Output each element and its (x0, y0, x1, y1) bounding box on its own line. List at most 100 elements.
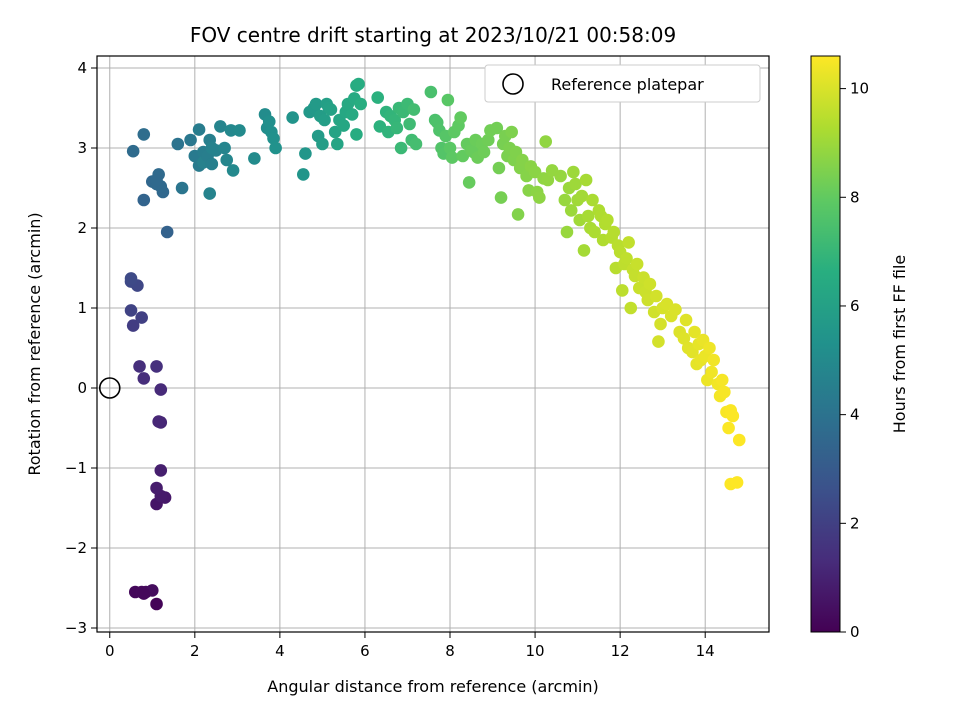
data-point (558, 193, 572, 207)
data-point (677, 332, 691, 345)
data-point (705, 365, 718, 379)
data-point (150, 173, 163, 187)
data-point (150, 360, 163, 373)
data-point (126, 319, 140, 332)
y-tick-label: 2 (77, 219, 87, 237)
data-point (337, 119, 350, 132)
data-point (248, 152, 261, 165)
data-point (620, 252, 633, 265)
data-points (124, 77, 746, 611)
data-point (154, 464, 168, 477)
data-point (126, 144, 140, 158)
data-point (441, 93, 455, 107)
data-point (533, 191, 546, 204)
colorbar-tick-label: 0 (850, 623, 860, 641)
data-point (707, 353, 721, 367)
x-tick-label: 6 (360, 642, 370, 660)
data-point (150, 597, 163, 611)
data-point (569, 177, 582, 191)
colorbar-tick-label: 6 (850, 297, 860, 315)
data-point (350, 128, 363, 141)
y-tick-label: 1 (77, 299, 87, 317)
data-point (688, 325, 701, 339)
data-point (220, 153, 234, 167)
data-point (390, 121, 404, 135)
data-point (622, 236, 635, 249)
data-point (409, 137, 423, 151)
legend-box (484, 64, 761, 103)
colorbar-tick-label: 4 (850, 406, 860, 424)
data-point (481, 133, 495, 147)
data-point (730, 476, 744, 489)
data-point (577, 244, 591, 257)
data-point (296, 168, 310, 181)
data-point (586, 193, 599, 207)
data-point (175, 181, 189, 195)
data-point (477, 145, 491, 159)
x-tick-label: 2 (190, 642, 200, 660)
data-point (732, 433, 746, 447)
data-point (511, 208, 525, 221)
data-point (233, 124, 246, 137)
data-point (607, 225, 621, 239)
data-point (424, 85, 438, 99)
data-point (316, 137, 329, 151)
data-point (184, 133, 197, 147)
x-tick-label: 12 (611, 642, 630, 660)
data-point (309, 97, 323, 111)
data-point (171, 137, 185, 151)
data-point (352, 77, 365, 91)
x-tick-label: 4 (275, 642, 285, 660)
x-axis-label: Angular distance from reference (arcmin) (267, 677, 598, 696)
data-point (133, 360, 146, 373)
data-point (407, 103, 421, 116)
data-point (150, 481, 163, 495)
data-point (624, 301, 638, 315)
data-point (564, 204, 578, 217)
data-point (324, 103, 338, 116)
data-point (218, 141, 231, 155)
data-point (490, 121, 504, 135)
y-tick-label: 0 (77, 379, 87, 397)
data-point (286, 111, 299, 124)
data-point (403, 117, 416, 131)
data-point (539, 135, 553, 148)
data-point (505, 125, 518, 139)
y-tick-label: −1 (65, 459, 87, 477)
data-point (654, 317, 667, 331)
y-tick-label: −3 (65, 619, 87, 637)
data-point (703, 341, 716, 355)
data-point (318, 113, 331, 127)
data-point (630, 257, 644, 271)
data-point (214, 120, 227, 133)
data-point (726, 409, 740, 423)
plot-frame (96, 55, 770, 633)
data-point (205, 141, 219, 155)
colorbar-tick-label: 2 (850, 514, 860, 532)
x-tick-label: 14 (696, 642, 715, 660)
grid-lines (97, 56, 769, 632)
reference-point-marker (98, 377, 121, 399)
chart-title: FOV centre drift starting at 2023/10/21 … (190, 23, 676, 47)
data-point (137, 193, 151, 207)
data-point (137, 128, 151, 141)
data-point (443, 141, 457, 155)
data-point (299, 147, 312, 160)
data-point (203, 187, 217, 200)
data-point (135, 311, 148, 324)
legend-marker-reference (502, 73, 524, 95)
data-point (345, 108, 359, 121)
data-point (331, 137, 344, 151)
x-tick-label: 0 (105, 642, 115, 660)
y-tick-label: 4 (77, 59, 87, 77)
data-point (354, 97, 367, 111)
legend: Reference platepar (484, 64, 761, 103)
data-point (137, 587, 151, 600)
data-point (679, 313, 693, 327)
y-tick-label: −2 (65, 539, 87, 557)
data-point (541, 173, 555, 187)
x-tick-label: 10 (526, 642, 545, 660)
data-point (137, 372, 151, 385)
data-point (649, 289, 663, 303)
data-point (226, 164, 240, 177)
